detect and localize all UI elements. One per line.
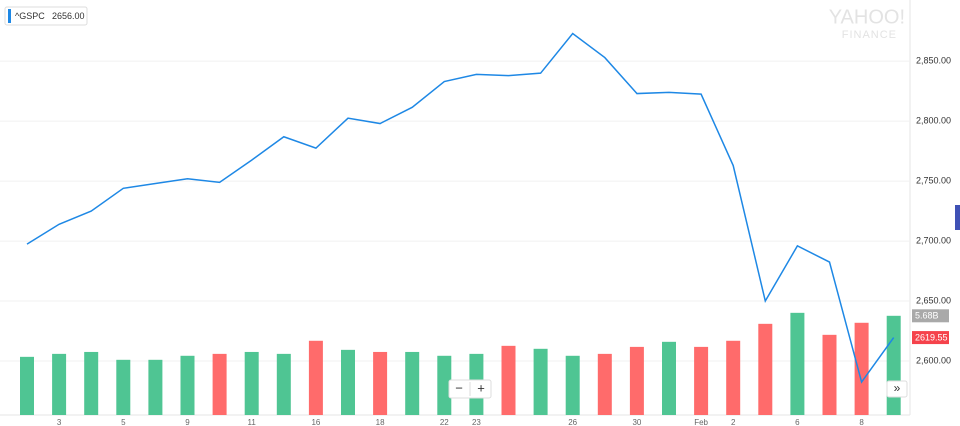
volume-bar: [116, 359, 131, 415]
x-tick-label: 3: [57, 418, 62, 426]
legend-box: [4, 6, 88, 26]
x-tick-label: 8: [859, 418, 864, 426]
zoom-controls: − + »: [448, 379, 908, 399]
x-tick-label: 2: [731, 418, 736, 426]
volume-bar: [180, 355, 195, 415]
x-tick-label: 30: [632, 418, 641, 426]
volume-bar: [565, 355, 580, 415]
zoom-in[interactable]: +: [477, 380, 485, 395]
value-tag: [912, 331, 949, 345]
x-tick-label: 23: [472, 418, 481, 426]
volume-bar: [694, 346, 709, 415]
legend-value: 2656.00: [52, 11, 85, 21]
volume-bar: [790, 312, 805, 415]
y-tick-label: 2,700.00: [916, 235, 951, 245]
zoom-out[interactable]: −: [455, 380, 463, 395]
x-tick-label: 16: [311, 418, 320, 426]
x-tick-label: 26: [568, 418, 577, 426]
x-tick-label: 11: [248, 418, 257, 426]
volume-bar: [501, 345, 516, 415]
x-tick-label: 5: [121, 418, 126, 426]
volume-bar: [276, 353, 291, 415]
volume-bar: [629, 346, 644, 415]
volume-bar: [148, 359, 163, 415]
x-tick-label: 6: [795, 418, 800, 426]
watermark: YAHOO!: [829, 6, 905, 28]
volume-bar: [20, 356, 34, 415]
x-tick-label: 22: [440, 418, 449, 426]
scroll-box: [886, 380, 908, 398]
volume-bar: [437, 355, 452, 415]
scroll-right[interactable]: »: [894, 381, 901, 395]
watermark: FINANCE: [842, 29, 897, 41]
volume-bar: [405, 351, 420, 415]
volume-bar: [726, 340, 741, 415]
x-tick-label: 18: [376, 418, 385, 426]
legend-swatch: [8, 9, 11, 23]
volume-bar: [244, 351, 259, 415]
side-tab[interactable]: [955, 205, 960, 230]
y-tick-label: 2,650.00: [916, 295, 951, 305]
legend: ^GSPC 2656.00: [4, 6, 88, 26]
volume-bar: [212, 353, 227, 415]
x-tick-label: 9: [185, 418, 190, 426]
y-tick-label: 2,850.00: [916, 56, 951, 66]
volume-bar: [662, 341, 676, 415]
volume-bar: [373, 351, 388, 415]
value-tag: [912, 309, 949, 323]
volume-bar: [822, 334, 837, 415]
volume-bar: [341, 349, 355, 415]
volume-bar: [854, 322, 869, 415]
y-tick-label: 2,600.00: [916, 355, 951, 365]
legend-label: ^GSPC: [15, 11, 45, 21]
volume-bar: [52, 353, 67, 415]
y-tick-label: 2,750.00: [916, 175, 951, 185]
price-line: [26, 32, 895, 384]
x-tick-label: Feb: [694, 418, 708, 426]
y-tick-label: 2,800.00: [916, 116, 951, 126]
value-label: 2619.55: [915, 332, 948, 342]
volume-bar: [886, 315, 901, 415]
value-label: 5.68B: [915, 311, 939, 321]
volume-bar: [758, 323, 773, 415]
volume-bar: [308, 340, 323, 415]
volume-bar: [597, 353, 612, 415]
volume-bar: [84, 351, 99, 415]
volume-bar: [533, 348, 548, 415]
